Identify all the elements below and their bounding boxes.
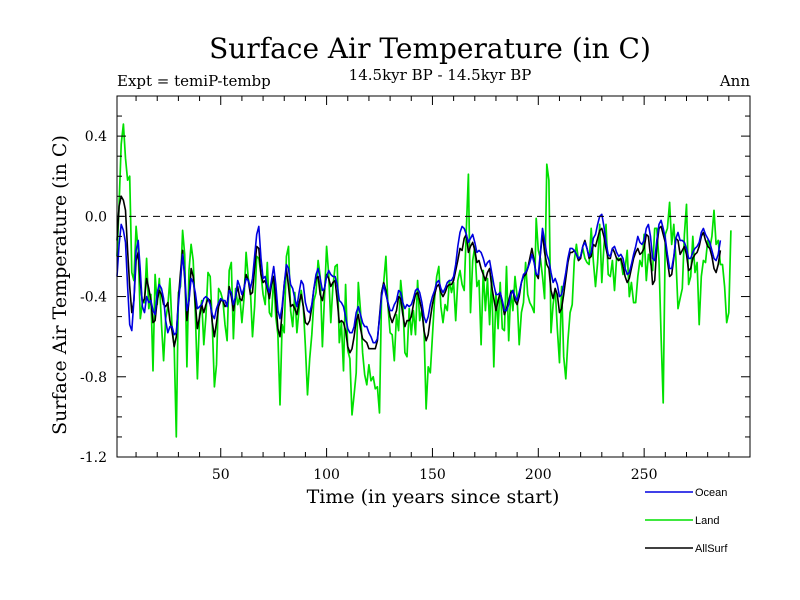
- legend-label-land: Land: [695, 515, 719, 527]
- y-tick-label: -1.2: [80, 450, 107, 466]
- chart-subtitle-left: Expt = temiP-tembp: [117, 72, 271, 90]
- legend: Ocean Land AllSurf: [645, 487, 728, 555]
- x-tick-label: 50: [212, 467, 230, 483]
- x-tick-label: 100: [313, 467, 340, 483]
- legend-label-ocean: Ocean: [695, 487, 727, 499]
- series-line-allsurf: [116, 195, 722, 354]
- x-tick-label: 150: [419, 467, 446, 483]
- y-tick-label: -0.4: [80, 290, 107, 306]
- x-tick-label: 250: [631, 467, 658, 483]
- x-tick-label: 200: [525, 467, 552, 483]
- plot-area: [116, 95, 751, 458]
- series-line-ocean: [116, 213, 722, 344]
- series-line-land: [116, 123, 732, 438]
- y-tick-label: 0.4: [85, 129, 107, 145]
- chart-subtitle-right: Ann: [719, 72, 750, 90]
- y-tick-label: 0.0: [85, 209, 107, 225]
- y-axis-label: Surface Air Temperature (in C): [49, 135, 71, 435]
- chart-subtitle-center: 14.5kyr BP - 14.5kyr BP: [349, 66, 532, 84]
- y-tick-label: -0.8: [80, 370, 107, 386]
- legend-label-allsurf: AllSurf: [695, 543, 728, 555]
- x-axis-label: Time (in years since start): [307, 486, 560, 508]
- chart-title: Surface Air Temperature (in C): [209, 32, 651, 65]
- y-tick-labels: -1.2 -0.8 -0.4 0.0 0.4: [80, 129, 107, 466]
- x-tick-labels: 50 100 150 200 250: [212, 467, 658, 483]
